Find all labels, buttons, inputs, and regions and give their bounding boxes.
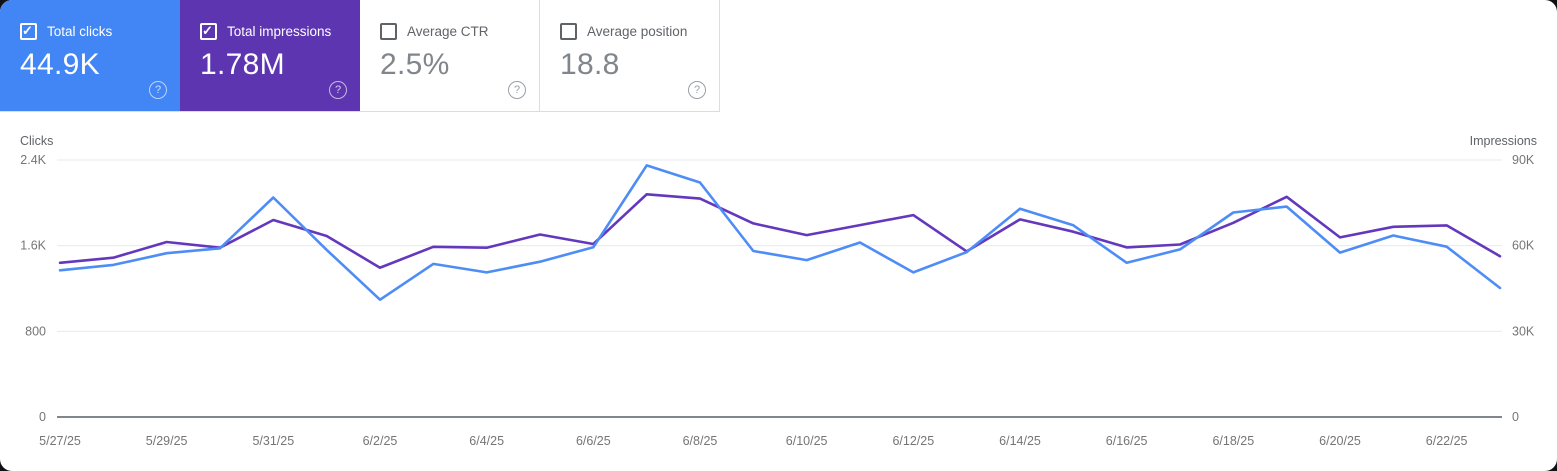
- help-icon[interactable]: ?: [508, 81, 526, 99]
- help-icon[interactable]: ?: [329, 81, 347, 99]
- checkbox-total-clicks[interactable]: [20, 23, 37, 40]
- metric-card-total-impressions[interactable]: Total impressions 1.78M ?: [180, 0, 360, 111]
- metric-label: Total impressions: [227, 24, 332, 39]
- impressions-axis-title: Impressions: [1470, 134, 1537, 148]
- clicks-axis-tick: 800: [25, 324, 46, 338]
- metric-value: 44.9K: [20, 48, 100, 81]
- impressions-axis-tick: 90K: [1512, 153, 1535, 167]
- x-axis-label: 6/2/25: [363, 434, 398, 448]
- x-axis-label: 5/31/25: [252, 434, 294, 448]
- x-axis-label: 6/14/25: [999, 434, 1041, 448]
- clicks-line: [58, 164, 1502, 301]
- clicks-axis-tick: 1.6K: [20, 239, 46, 253]
- metric-label: Average position: [587, 24, 688, 39]
- x-axis-label: 6/4/25: [469, 434, 504, 448]
- x-axis-label: 6/16/25: [1106, 434, 1148, 448]
- metric-card-total-clicks[interactable]: Total clicks 44.9K ?: [0, 0, 180, 111]
- performance-chart[interactable]: 2.4K 90K 1.6K 60K 800 30K 0 0 Clicks Impressions 5…: [0, 125, 1557, 471]
- clicks-axis-tick: 0: [39, 410, 46, 424]
- impressions-axis-tick: 60K: [1512, 239, 1535, 253]
- x-axis-label: 6/10/25: [786, 434, 828, 448]
- x-axis-label: 6/8/25: [683, 434, 718, 448]
- x-axis-label: 5/29/25: [146, 434, 188, 448]
- metric-card-average-ctr[interactable]: Average CTR 2.5% ?: [360, 0, 540, 111]
- checkbox-total-impressions[interactable]: [200, 23, 217, 40]
- x-axis-label: 6/12/25: [892, 434, 934, 448]
- clicks-axis-tick: 2.4K: [20, 153, 46, 167]
- metric-card-average-position[interactable]: Average position 18.8 ?: [540, 0, 720, 111]
- x-axis-label: 6/22/25: [1426, 434, 1468, 448]
- checkbox-average-ctr[interactable]: [380, 23, 397, 40]
- metric-value: 1.78M: [200, 48, 285, 81]
- x-axis-label: 6/6/25: [576, 434, 611, 448]
- help-icon[interactable]: ?: [688, 81, 706, 99]
- impressions-axis-tick: 0: [1512, 410, 1519, 424]
- metric-cards-row: Total clicks 44.9K ? Total impressions 1…: [0, 0, 720, 112]
- x-axis-label: 5/27/25: [39, 434, 81, 448]
- x-axis-label: 6/20/25: [1319, 434, 1361, 448]
- metric-value: 2.5%: [380, 48, 450, 81]
- impressions-axis-tick: 30K: [1512, 324, 1535, 338]
- clicks-axis-title: Clicks: [20, 134, 53, 148]
- metric-label: Average CTR: [407, 24, 489, 39]
- checkbox-average-position[interactable]: [560, 23, 577, 40]
- performance-chart-svg[interactable]: 2.4K 90K 1.6K 60K 800 30K 0 0 Clicks Impressions 5…: [0, 125, 1557, 471]
- help-icon[interactable]: ?: [149, 81, 167, 99]
- metric-label: Total clicks: [47, 24, 113, 39]
- metric-value: 18.8: [560, 48, 620, 81]
- x-axis-label: 6/18/25: [1212, 434, 1254, 448]
